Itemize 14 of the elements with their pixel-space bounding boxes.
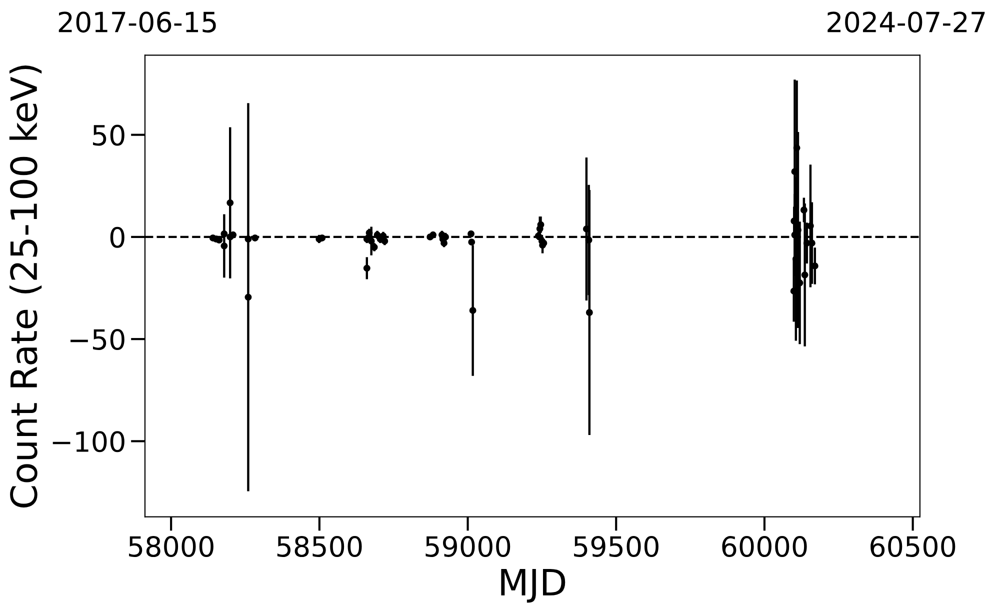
x-axis-title: MJD (501, 569, 566, 603)
text: 2024-07-27 (828, 12, 985, 33)
x-tick-label: 60000 (722, 536, 807, 558)
x-tick-label: 59000 (426, 536, 510, 558)
x-tick-label: 60500 (870, 536, 956, 558)
x-tick-label: 59500 (574, 536, 658, 558)
y-axis-title: Count Rate (25-100 keV) (9, 66, 42, 508)
text: 2017-06-15 (58, 12, 216, 33)
y-tick-label: 0 (110, 226, 124, 248)
x-tick-label: 58000 (129, 536, 214, 558)
y-tick-label: −100 (52, 431, 124, 452)
y-tick-label: −50 (70, 329, 124, 350)
x-tick-label: 58500 (277, 536, 362, 558)
y-tick-label: 50 (93, 124, 124, 146)
